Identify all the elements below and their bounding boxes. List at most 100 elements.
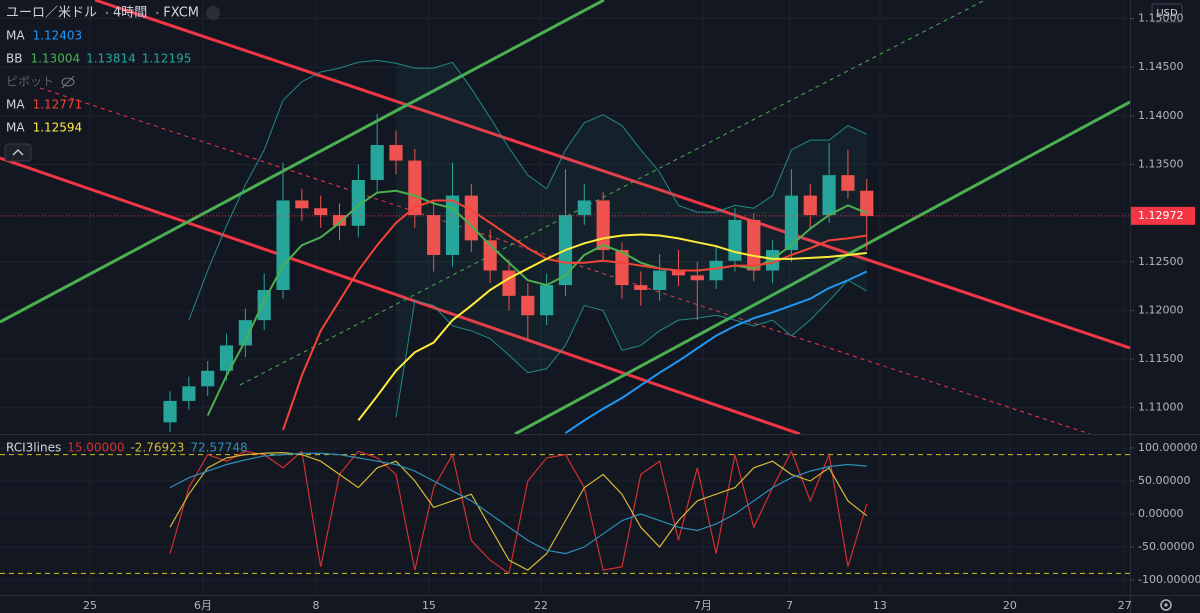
legend-value: 1.13004 <box>30 52 80 66</box>
indicator-line <box>206 189 868 416</box>
price-pane <box>0 0 1130 434</box>
candle-body <box>803 195 817 216</box>
candle-body <box>822 175 836 216</box>
legend-value: -2.76923 <box>130 441 184 455</box>
collapse-button[interactable] <box>4 143 32 162</box>
legend-value: 1.12195 <box>142 52 192 66</box>
legend-value: 1.12403 <box>33 29 83 43</box>
status-icon <box>206 6 221 20</box>
y-tick-label: 1.15000 <box>1138 11 1184 24</box>
legend-value: 1.12771 <box>33 98 83 112</box>
candle-body <box>201 370 215 387</box>
indicator-line <box>564 270 868 434</box>
candle-body <box>653 270 667 290</box>
candle-body <box>709 260 723 281</box>
candle-body <box>860 190 874 217</box>
band-fill <box>395 62 867 418</box>
legend-value: 72.57748 <box>190 441 247 455</box>
y-tick-label: 1.11500 <box>1138 352 1184 365</box>
trend-line-dashed <box>239 0 986 386</box>
currency: USD <box>1156 8 1178 19</box>
separator-dot <box>105 11 109 15</box>
chevron-icon <box>12 149 24 156</box>
candle-body <box>427 215 441 255</box>
last-price-label: 1.12972 <box>1138 209 1184 222</box>
legend: ユーロ／米ドル 4時間 FXCM MA 1.12403 BB 1.13004 1.13814 1… <box>4 6 248 455</box>
y-tick-label: 1.13500 <box>1138 157 1184 170</box>
trend-line <box>514 100 1130 434</box>
header-source: FXCM <box>163 6 199 21</box>
candle-body <box>615 250 629 286</box>
x-tick-label: 15 <box>422 599 436 612</box>
candle-body <box>521 295 535 316</box>
rci-grid <box>0 435 1130 595</box>
x-tick-label: 7月 <box>694 599 712 612</box>
candle-body <box>747 219 761 271</box>
candle-body <box>182 386 196 401</box>
rci-line <box>169 449 868 575</box>
legend-name: BB <box>6 52 22 66</box>
legend-name: ピボット <box>6 75 54 89</box>
y-tick-label: 50.00000 <box>1138 474 1191 487</box>
y-tick-label: 1.14000 <box>1138 109 1184 122</box>
rci-line <box>169 452 867 555</box>
candle-body <box>634 285 648 290</box>
x-tick-label: 20 <box>1003 599 1017 612</box>
candle-body <box>502 270 516 296</box>
trend-line <box>0 156 801 434</box>
x-tick-label: 22 <box>534 599 548 612</box>
x-tick-label: 7 <box>786 599 793 612</box>
eye-icon <box>61 77 75 87</box>
candle-body <box>408 160 422 216</box>
band-line <box>395 279 867 418</box>
legend-name: MA <box>6 121 25 135</box>
trend-line <box>94 0 1130 350</box>
band-line <box>188 59 867 321</box>
candle-body <box>841 175 855 191</box>
candle-body <box>257 289 271 321</box>
indicator-line <box>357 233 867 421</box>
settings-icon[interactable] <box>1160 599 1172 611</box>
x-tick-label: 25 <box>83 599 97 612</box>
candle-body <box>295 200 309 209</box>
legend-value: 1.13814 <box>86 52 136 66</box>
candle-body <box>596 200 610 251</box>
candle-body <box>219 345 234 371</box>
y-tick-label: 1.12000 <box>1138 303 1184 316</box>
candle-body <box>351 180 365 226</box>
candle-body <box>238 320 252 346</box>
candle-body <box>389 144 403 161</box>
x-tick-label: 6月 <box>194 599 212 612</box>
legend-name: MA <box>6 29 25 43</box>
candle-body <box>766 250 780 271</box>
candle-body <box>370 144 384 181</box>
legend-value: 15.00000 <box>67 441 124 455</box>
gear-center <box>1164 603 1168 607</box>
candle-body <box>690 275 704 281</box>
indicator-line <box>282 199 867 431</box>
rci-pane <box>0 449 1130 575</box>
eye-slash <box>61 75 75 89</box>
x-tick-label: 8 <box>312 599 319 612</box>
y-tick-label: 100.00000 <box>1138 441 1198 454</box>
legend-name: MA <box>6 98 25 112</box>
candle-body <box>577 200 591 216</box>
legend-value: 1.12594 <box>33 121 83 135</box>
separator-dot <box>156 11 159 15</box>
rci-title: RCI3lines <box>6 441 61 455</box>
candle-body <box>671 270 686 276</box>
drawings <box>0 0 1130 434</box>
candle-body <box>445 195 460 255</box>
candle-body <box>276 200 290 290</box>
header-symbol: ユーロ／米ドル <box>6 6 97 21</box>
trend-line <box>0 0 605 324</box>
candle-body <box>540 285 554 316</box>
candle-body <box>332 215 347 226</box>
gear <box>1160 599 1172 611</box>
y-tick-label: 1.12500 <box>1138 255 1184 268</box>
x-tick-label: 27 <box>1118 599 1132 612</box>
y-tick-label: 1.11000 <box>1138 401 1184 414</box>
y-tick-label: 0.00000 <box>1138 507 1184 520</box>
